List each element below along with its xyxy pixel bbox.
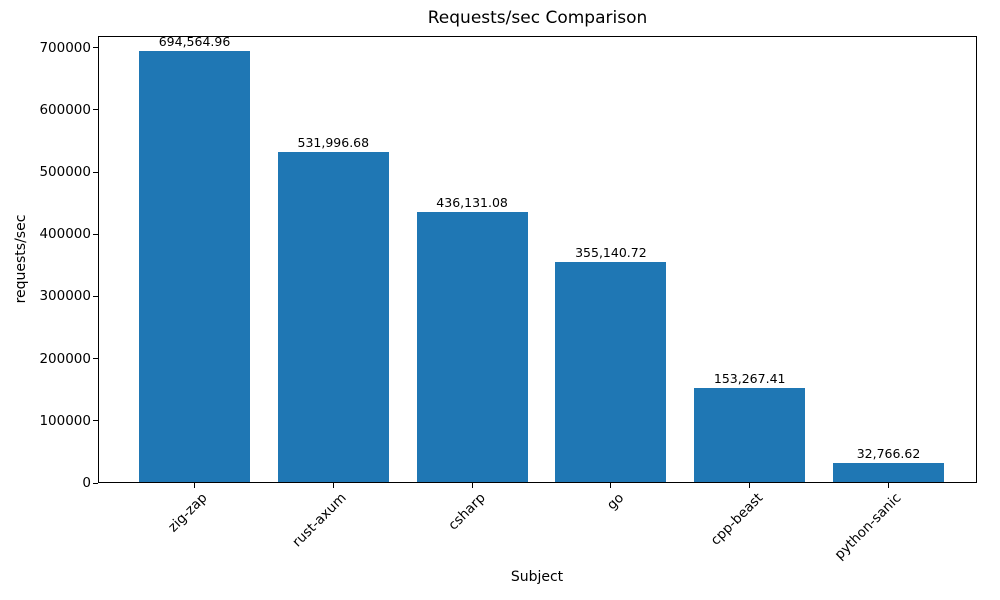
y-tick-mark [93, 233, 98, 235]
bar [277, 152, 389, 483]
y-tick-label: 400000 [39, 226, 91, 243]
y-tick-label: 100000 [39, 412, 91, 429]
y-tick-label: 600000 [39, 101, 91, 118]
bar-value-label: 694,564.96 [158, 33, 231, 49]
y-tick-mark [93, 47, 98, 49]
y-tick-label: 500000 [39, 164, 91, 180]
y-tick-mark [93, 420, 98, 422]
bar-value-label: 32,766.62 [856, 445, 921, 461]
x-axis-label: Subject [510, 569, 564, 585]
y-tick-mark [93, 358, 98, 360]
x-tick-mark [888, 483, 889, 488]
y-tick-mark [93, 295, 98, 297]
x-tick-mark [749, 483, 751, 488]
y-tick-mark [93, 171, 98, 173]
bar [694, 387, 806, 483]
x-tick-mark [610, 483, 612, 488]
bar [555, 262, 667, 483]
x-tick-mark [194, 483, 195, 488]
bar [416, 211, 528, 483]
y-tick-label: 300000 [39, 288, 91, 305]
bar-value-label: 153,267.41 [713, 370, 786, 386]
y-tick-label: 700000 [39, 39, 91, 56]
x-tick-label: cpp-beast [707, 490, 767, 549]
bar [139, 50, 250, 483]
x-tick-label: python-sanic [831, 490, 905, 563]
y-tick-label: 0 [82, 475, 91, 491]
x-tick-label: go [603, 490, 628, 514]
y-tick-mark [93, 482, 98, 484]
x-tick-mark [471, 483, 473, 488]
bar-value-label: 531,996.68 [297, 135, 370, 151]
x-tick-mark [332, 483, 334, 488]
x-tick-label: rust-axum [289, 490, 350, 551]
y-tick-label: 200000 [39, 350, 91, 367]
bar-value-label: 436,131.08 [436, 194, 508, 210]
x-tick-label: zig-zap [165, 490, 211, 536]
x-tick-label: csharp [445, 490, 489, 534]
bar-value-label: 355,140.72 [575, 245, 647, 261]
chart-title: Requests/sec Comparison [427, 8, 648, 28]
y-tick-mark [93, 109, 98, 111]
bar [833, 462, 944, 483]
